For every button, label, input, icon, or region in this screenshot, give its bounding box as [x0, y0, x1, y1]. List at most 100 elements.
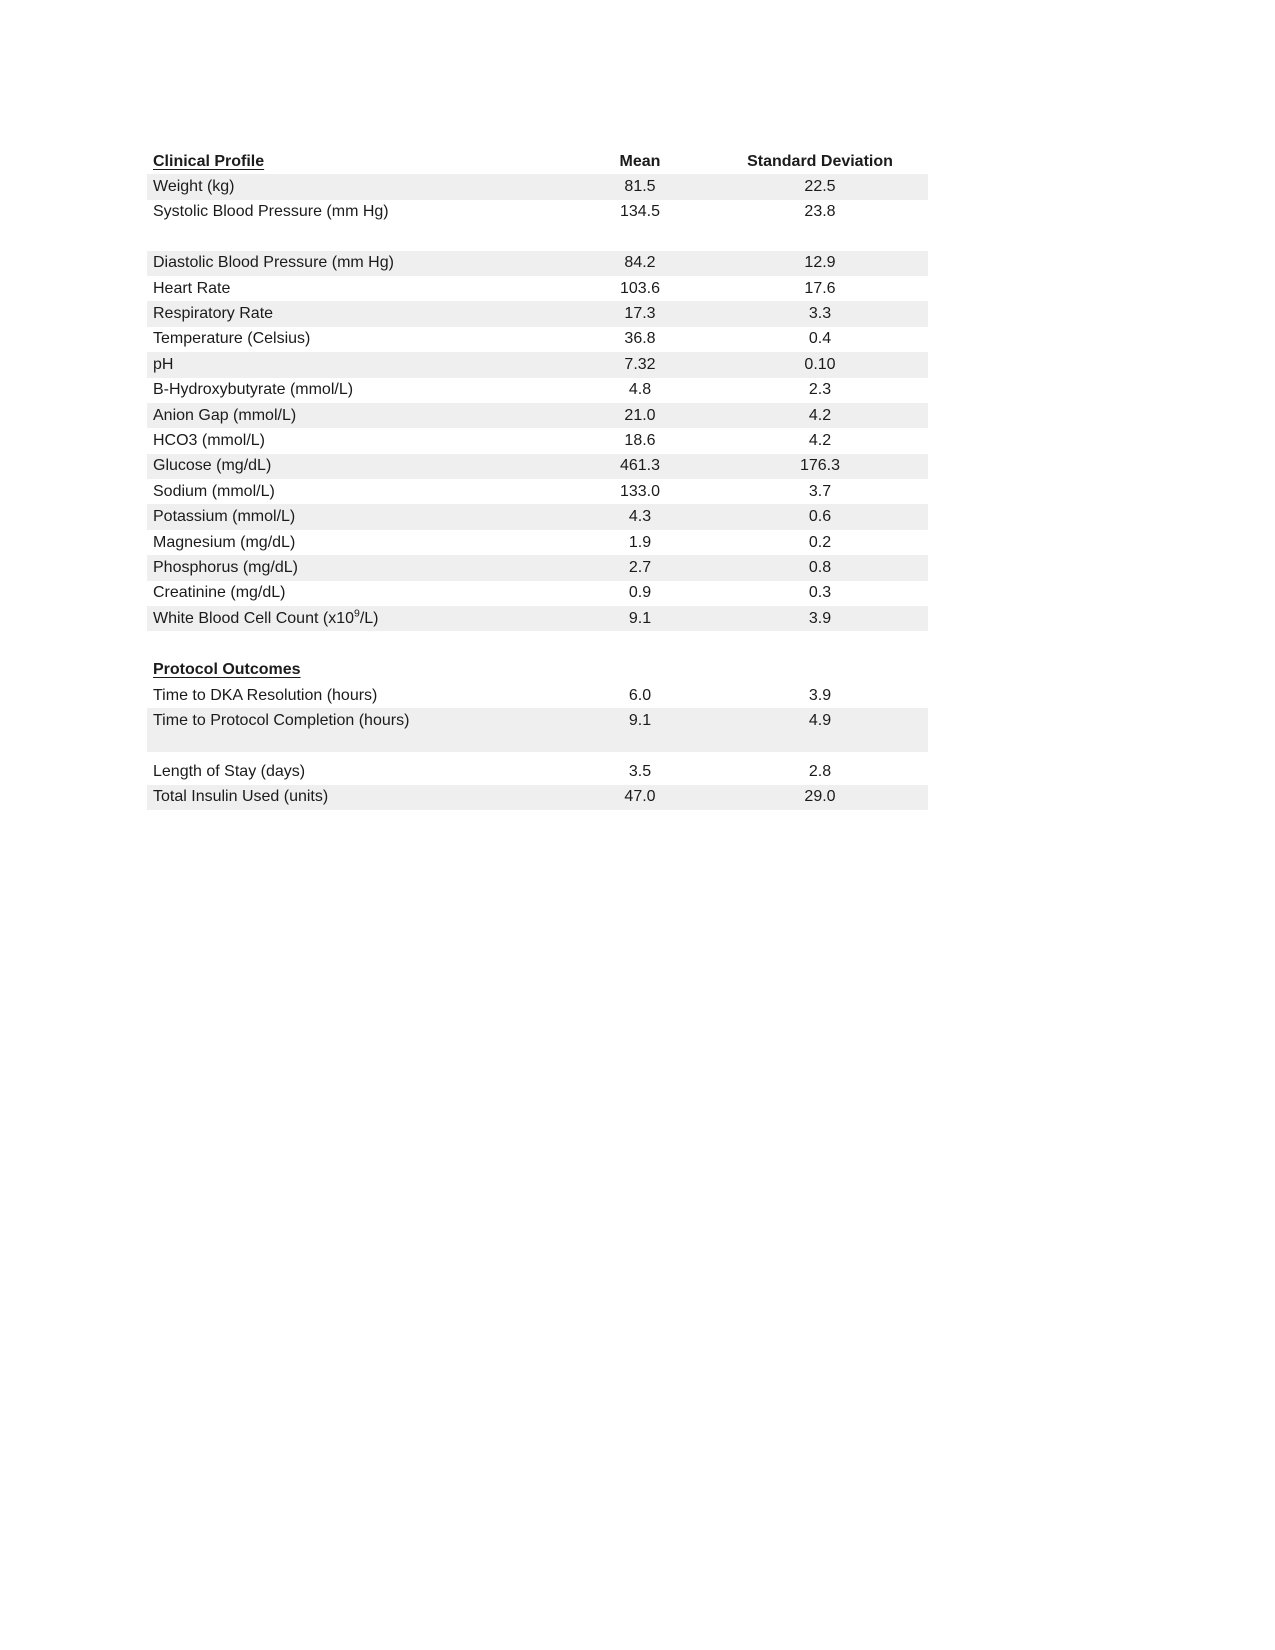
row-mean-value: 6.0 [628, 686, 652, 704]
spacer-row [147, 631, 928, 657]
row-mean-value: 47.0 [624, 788, 656, 806]
row-sd-value: 3.9 [808, 609, 832, 627]
spacer-row [147, 752, 928, 759]
row-label: Temperature (Celsius) [153, 330, 311, 348]
table-row: Time to DKA Resolution (hours) 6.0 3.9 [147, 683, 928, 708]
table-body: Weight (kg) 81.5 22.5 Systolic Blood Pressu… [147, 174, 928, 811]
row-sd-value: 0.4 [808, 330, 832, 348]
table-row: Magnesium (mg/dL) 1.9 0.2 [147, 530, 928, 555]
row-label: Potassium (mmol/L) [153, 508, 296, 526]
table-row: Temperature (Celsius) 36.8 0.4 [147, 327, 928, 352]
spacer-row [147, 225, 928, 250]
row-mean-value: 103.6 [619, 279, 661, 297]
row-label: White Blood Cell Count (x109/L) [147, 607, 560, 628]
row-sd-value: 12.9 [804, 254, 836, 272]
table-row: Sodium (mmol/L) 133.0 3.7 [147, 479, 928, 504]
row-sd-value: 3.3 [808, 305, 832, 323]
row-sd-value: 22.5 [804, 178, 836, 196]
row-sd-value: 0.3 [808, 584, 832, 602]
row-mean-value: 4.3 [628, 508, 652, 526]
row-mean-value: 4.8 [628, 381, 652, 399]
row-label: Creatinine (mg/dL) [153, 584, 286, 602]
row-label: Total Insulin Used (units) [153, 788, 329, 806]
row-label: Sodium (mmol/L) [153, 482, 275, 500]
table-row: Phosphorus (mg/dL) 2.7 0.8 [147, 555, 928, 581]
row-label: HCO3 (mmol/L) [153, 431, 266, 449]
row-label: Diastolic Blood Pressure (mm Hg) [153, 254, 394, 272]
table-header-label: Clinical Profile [147, 153, 560, 171]
row-label: pH [153, 355, 174, 373]
table-row: Glucose (mg/dL) 461.3 176.3 [147, 453, 928, 480]
row-mean-value: 1.9 [628, 533, 652, 551]
table-row: Anion Gap (mmol/L) 21.0 4.2 [147, 402, 928, 429]
row-mean-value: 17.3 [624, 305, 656, 323]
row-label: Anion Gap (mmol/L) [153, 406, 297, 424]
row-sd-value: 0.10 [804, 355, 836, 373]
row-mean-value: 2.7 [628, 558, 652, 576]
row-mean-value: 84.2 [624, 254, 656, 272]
row-sd-value: 29.0 [804, 788, 836, 806]
row-sd-value: 0.8 [808, 558, 832, 576]
row-sd-value: 3.7 [808, 482, 832, 500]
row-mean-value: 9.1 [628, 712, 652, 730]
table-row: Diastolic Blood Pressure (mm Hg) 84.2 12.9 [147, 250, 928, 276]
row-mean-value: 133.0 [619, 482, 661, 500]
table-row: Time to Protocol Completion (hours) 9.1 4.… [147, 708, 928, 753]
row-label: Weight (kg) [153, 178, 235, 196]
table-row: Potassium (mmol/L) 4.3 0.6 [147, 504, 928, 530]
row-label: Time to DKA Resolution (hours) [153, 686, 378, 704]
table-header-mean: Mean [619, 152, 661, 170]
row-sd-value: 0.6 [808, 508, 832, 526]
row-sd-value: 4.2 [808, 431, 832, 449]
row-label-superscript: 9 [353, 607, 360, 620]
clinical-profile-table: Clinical Profile Mean Standard Deviation… [147, 149, 928, 811]
row-mean-value: 0.9 [628, 584, 652, 602]
row-mean-value: 3.5 [628, 763, 652, 781]
row-sd-value: 2.3 [808, 381, 832, 399]
row-sd-value: 17.6 [804, 279, 836, 297]
row-mean-value: 134.5 [619, 203, 661, 221]
table-row: Heart Rate 103.6 17.6 [147, 276, 928, 301]
section-header-row: Protocol Outcomes [147, 657, 928, 682]
row-label: Length of Stay (days) [153, 763, 306, 781]
row-label-text: White Blood Cell Count (x10 [153, 609, 354, 627]
row-sd-value: 2.8 [808, 763, 832, 781]
row-label-text: /L) [359, 609, 379, 627]
row-label: Phosphorus (mg/dL) [153, 558, 298, 576]
table-row: B-Hydroxybutyrate (mmol/L) 4.8 2.3 [147, 378, 928, 403]
row-label: Protocol Outcomes [147, 661, 560, 679]
row-mean-value: 81.5 [624, 178, 656, 196]
table-row: Weight (kg) 81.5 22.5 [147, 174, 928, 200]
row-label: B-Hydroxybutyrate (mmol/L) [153, 381, 354, 399]
table-row: White Blood Cell Count (x109/L) 9.1 3.9 [147, 606, 928, 632]
row-mean-value: 18.6 [624, 431, 656, 449]
row-label: Time to Protocol Completion (hours) [153, 712, 410, 730]
row-mean-value: 21.0 [624, 406, 656, 424]
section-title-protocol-outcomes: Protocol Outcomes [153, 661, 301, 679]
table-header-row: Clinical Profile Mean Standard Deviation [147, 149, 928, 174]
section-title-clinical-profile: Clinical Profile [153, 152, 265, 170]
row-sd-value: 23.8 [804, 203, 836, 221]
table-row: Respiratory Rate 17.3 3.3 [147, 301, 928, 327]
row-label: Respiratory Rate [153, 305, 274, 323]
row-label: Glucose (mg/dL) [153, 457, 272, 475]
table-row: Systolic Blood Pressure (mm Hg) 134.5 23.8 [147, 200, 928, 225]
row-mean-value: 36.8 [624, 330, 656, 348]
row-sd-value: 4.2 [808, 406, 832, 424]
table-row: Total Insulin Used (units) 47.0 29.0 [147, 784, 928, 811]
row-label: Magnesium (mg/dL) [153, 533, 296, 551]
row-mean-value: 461.3 [619, 457, 661, 475]
row-sd-value: 4.9 [808, 712, 832, 730]
row-label: Heart Rate [153, 279, 231, 297]
row-sd-value: 3.9 [808, 686, 832, 704]
row-mean-value: 9.1 [628, 609, 652, 627]
row-sd-value: 176.3 [799, 457, 841, 475]
row-mean-value: 7.32 [624, 355, 656, 373]
table-row: Length of Stay (days) 3.5 2.8 [147, 759, 928, 784]
table-row: Creatinine (mg/dL) 0.9 0.3 [147, 581, 928, 606]
table-header-sd: Standard Deviation [747, 152, 893, 170]
row-sd-value: 0.2 [808, 533, 832, 551]
row-label: Systolic Blood Pressure (mm Hg) [153, 203, 389, 221]
table-row: HCO3 (mmol/L) 18.6 4.2 [147, 428, 928, 453]
